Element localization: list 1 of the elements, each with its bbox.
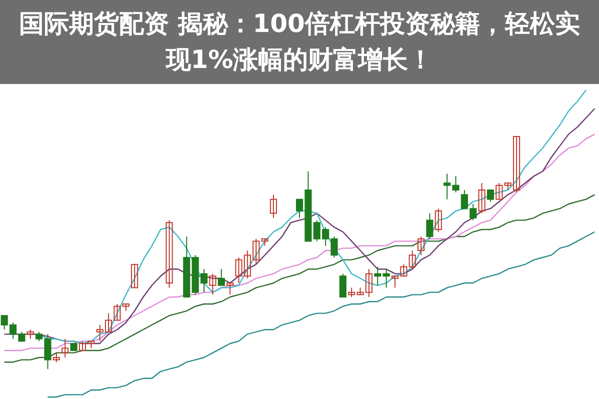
- chart-title: 国际期货配资 揭秘：100倍杠杆投资秘籍，轻松实现1%涨幅的财富增长！: [0, 0, 599, 84]
